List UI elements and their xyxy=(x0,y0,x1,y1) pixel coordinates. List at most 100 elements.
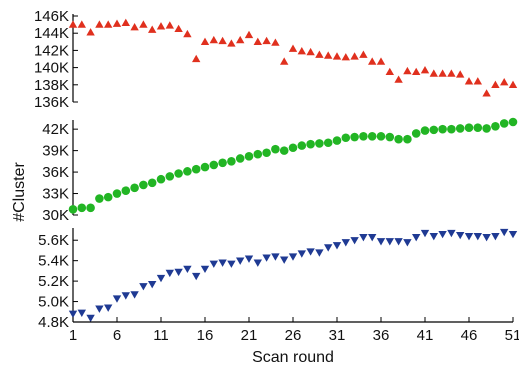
data-point xyxy=(148,25,157,33)
data-point xyxy=(500,78,509,86)
data-point xyxy=(324,51,333,59)
data-point xyxy=(262,36,271,45)
data-point xyxy=(236,35,245,44)
data-point xyxy=(332,242,342,250)
data-point xyxy=(368,234,377,242)
data-point xyxy=(68,20,78,28)
data-point xyxy=(394,238,403,246)
data-point xyxy=(508,117,518,127)
data-point xyxy=(104,20,113,28)
data-point xyxy=(236,257,245,265)
data-point xyxy=(253,149,263,159)
y-tick-label: 42K xyxy=(42,121,69,138)
data-point xyxy=(192,54,201,63)
data-point xyxy=(464,123,474,133)
data-point xyxy=(130,291,139,299)
data-point xyxy=(218,36,227,45)
data-point xyxy=(420,65,430,74)
data-point xyxy=(403,239,412,247)
data-point xyxy=(420,126,430,135)
data-point xyxy=(482,89,491,97)
data-point xyxy=(394,134,403,144)
x-axis-label: Scan round xyxy=(252,349,334,366)
data-point xyxy=(112,19,122,27)
data-point xyxy=(174,268,183,277)
data-point xyxy=(86,28,95,36)
data-point xyxy=(438,230,447,239)
data-point xyxy=(499,119,509,128)
data-point xyxy=(412,67,421,76)
data-point xyxy=(174,169,183,178)
data-point xyxy=(350,52,359,60)
data-point xyxy=(491,232,500,241)
data-point xyxy=(253,37,262,45)
data-point xyxy=(438,124,447,134)
data-point xyxy=(253,259,262,267)
data-point xyxy=(112,295,122,303)
data-point xyxy=(306,139,315,149)
data-point xyxy=(315,249,324,257)
data-point xyxy=(385,132,395,142)
data-point xyxy=(403,66,412,75)
data-point xyxy=(341,133,351,143)
data-point xyxy=(280,256,289,264)
x-tick-label: 41 xyxy=(417,327,434,344)
data-point xyxy=(411,129,421,138)
data-point xyxy=(235,154,245,163)
data-point xyxy=(271,38,280,46)
data-point xyxy=(77,203,87,213)
data-point xyxy=(456,70,465,78)
data-point xyxy=(315,139,324,148)
data-point xyxy=(297,141,307,150)
x-tick-label: 46 xyxy=(461,327,478,344)
data-point xyxy=(95,194,104,203)
data-point xyxy=(86,314,95,323)
data-point xyxy=(491,121,500,131)
data-point xyxy=(156,22,166,30)
data-point xyxy=(315,50,324,58)
x-tick-label: 6 xyxy=(113,327,121,344)
data-point xyxy=(77,309,86,317)
data-point xyxy=(473,77,482,85)
y-tick-label: 5.4K xyxy=(38,253,69,270)
data-point xyxy=(288,44,298,52)
data-point xyxy=(350,132,359,142)
data-point xyxy=(280,57,289,65)
data-point xyxy=(192,272,201,281)
y-tick-label: 144K xyxy=(34,25,69,42)
data-point xyxy=(473,123,483,133)
y-axis-label: #Cluster xyxy=(11,162,28,222)
data-point xyxy=(367,132,377,141)
y-tick-label: 36K xyxy=(42,164,69,181)
data-point xyxy=(500,228,509,237)
data-point xyxy=(200,162,210,172)
data-point xyxy=(332,136,342,145)
y-tick-label: 5.0K xyxy=(38,294,69,311)
data-point xyxy=(438,69,447,77)
data-point xyxy=(139,283,148,291)
data-point xyxy=(183,265,192,274)
data-point xyxy=(165,21,174,29)
data-point xyxy=(95,305,104,313)
data-point xyxy=(473,232,482,241)
data-point xyxy=(288,253,298,261)
data-point xyxy=(86,203,95,213)
data-point xyxy=(165,172,175,181)
data-point xyxy=(376,57,386,65)
data-point xyxy=(200,265,210,274)
data-point xyxy=(156,174,166,184)
data-point xyxy=(218,259,227,267)
data-point xyxy=(139,20,148,28)
data-point xyxy=(508,230,518,239)
panel-3: 4.8K5.0K5.2K5.4K5.6K1 6 11 16 21 26 31 36 41 46 51 xyxy=(38,228,519,344)
y-tick-label: 39K xyxy=(42,143,69,160)
data-point xyxy=(403,134,412,144)
data-point xyxy=(323,138,333,148)
data-point xyxy=(447,229,456,238)
y-tick-label: 138K xyxy=(34,77,69,94)
data-point xyxy=(191,164,201,174)
data-point xyxy=(350,237,359,245)
data-point xyxy=(464,77,474,85)
